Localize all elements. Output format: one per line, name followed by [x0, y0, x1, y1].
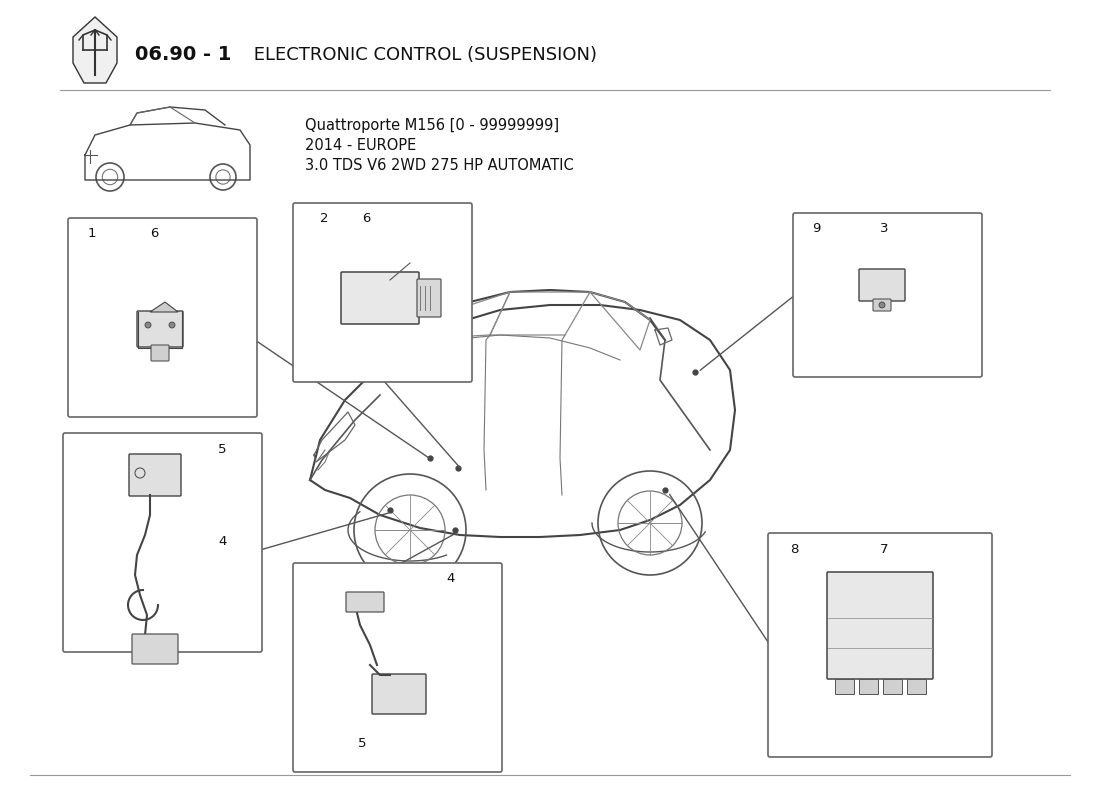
- FancyBboxPatch shape: [827, 572, 933, 679]
- Text: 7: 7: [880, 543, 889, 556]
- Polygon shape: [150, 302, 178, 312]
- FancyBboxPatch shape: [68, 218, 257, 417]
- Polygon shape: [73, 17, 117, 83]
- FancyBboxPatch shape: [873, 299, 891, 311]
- FancyBboxPatch shape: [341, 272, 419, 324]
- FancyBboxPatch shape: [63, 433, 262, 652]
- Text: 1: 1: [88, 227, 97, 240]
- FancyBboxPatch shape: [372, 674, 426, 714]
- Text: 3.0 TDS V6 2WD 275 HP AUTOMATIC: 3.0 TDS V6 2WD 275 HP AUTOMATIC: [305, 158, 574, 173]
- FancyBboxPatch shape: [129, 454, 182, 496]
- Text: ELECTRONIC CONTROL (SUSPENSION): ELECTRONIC CONTROL (SUSPENSION): [248, 46, 597, 64]
- Text: 4: 4: [218, 535, 227, 548]
- Text: 2014 - EUROPE: 2014 - EUROPE: [305, 138, 416, 153]
- FancyBboxPatch shape: [293, 563, 502, 772]
- Circle shape: [879, 302, 886, 308]
- Text: 3: 3: [880, 222, 889, 235]
- FancyBboxPatch shape: [346, 592, 384, 612]
- FancyBboxPatch shape: [908, 679, 926, 694]
- FancyBboxPatch shape: [859, 679, 879, 694]
- FancyBboxPatch shape: [793, 213, 982, 377]
- Text: Quattroporte M156 [0 - 99999999]: Quattroporte M156 [0 - 99999999]: [305, 118, 559, 133]
- FancyBboxPatch shape: [768, 533, 992, 757]
- Text: 5: 5: [358, 737, 366, 750]
- FancyBboxPatch shape: [859, 269, 905, 301]
- FancyBboxPatch shape: [151, 345, 169, 361]
- Circle shape: [169, 322, 175, 328]
- Text: 2: 2: [320, 212, 329, 225]
- Text: 4: 4: [446, 572, 454, 585]
- Text: 06.90 - 1: 06.90 - 1: [135, 46, 231, 65]
- FancyBboxPatch shape: [883, 679, 902, 694]
- Text: 6: 6: [150, 227, 158, 240]
- Text: 8: 8: [790, 543, 799, 556]
- Text: 9: 9: [812, 222, 821, 235]
- Text: 5: 5: [218, 443, 227, 456]
- FancyBboxPatch shape: [836, 679, 855, 694]
- FancyBboxPatch shape: [417, 279, 441, 317]
- Text: 6: 6: [362, 212, 371, 225]
- FancyBboxPatch shape: [293, 203, 472, 382]
- FancyBboxPatch shape: [132, 634, 178, 664]
- Circle shape: [145, 322, 151, 328]
- FancyBboxPatch shape: [138, 311, 183, 347]
